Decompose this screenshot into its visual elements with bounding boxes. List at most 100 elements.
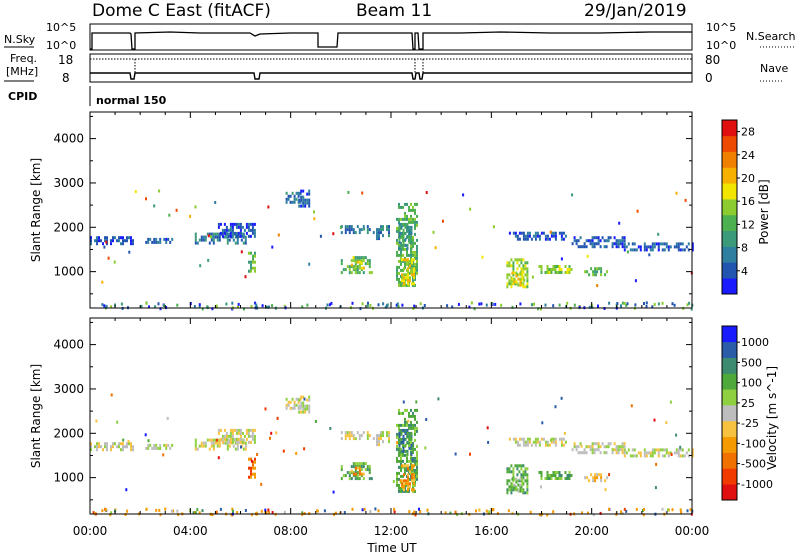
echo-cell — [299, 191, 302, 195]
echo-cell — [613, 442, 616, 446]
echo-cell — [254, 254, 256, 258]
echo-cell — [96, 448, 98, 452]
echo-cell — [517, 489, 520, 493]
echo-cell — [271, 245, 274, 249]
echo-cell — [643, 302, 645, 305]
echo-cell — [587, 445, 590, 449]
echo-region — [145, 443, 174, 450]
echo-cell — [405, 258, 407, 262]
colorbar-frame — [721, 119, 738, 295]
echo-cell — [242, 232, 245, 236]
echo-cell — [404, 283, 406, 287]
echo-cell — [410, 240, 413, 244]
echo-cell — [410, 250, 412, 254]
echo-cell — [248, 457, 250, 461]
echo-cell — [462, 193, 465, 197]
echo-cell — [416, 220, 418, 224]
freq-label-2: [MHz] — [6, 65, 38, 78]
echo-cell — [398, 253, 400, 257]
echo-cell — [218, 438, 221, 442]
echo-cell — [308, 192, 311, 196]
echo-cell — [408, 228, 411, 232]
echo-cell — [615, 451, 618, 455]
echo-cell — [560, 271, 563, 274]
y-tick-label: 3000 — [53, 382, 84, 396]
echo-cell — [512, 437, 515, 441]
echo-cell — [623, 445, 626, 449]
echo-cell — [416, 271, 418, 275]
echo-cell — [364, 256, 367, 260]
echo-cell — [231, 428, 234, 432]
echo-cell — [649, 248, 652, 252]
echo-cell — [368, 434, 371, 438]
echo-cell — [568, 268, 571, 271]
echo-cell — [350, 465, 353, 469]
echo-cell — [398, 408, 400, 412]
echo-cell — [413, 488, 415, 492]
echo-cell — [245, 222, 248, 226]
echo-cell — [544, 237, 547, 241]
echo-cell — [127, 439, 130, 443]
echo-cell — [249, 434, 252, 438]
echo-cell — [630, 404, 633, 408]
x-tick-label: 00:00 — [73, 524, 108, 538]
echo-cell — [300, 395, 303, 399]
echo-cell — [623, 507, 626, 511]
echo-cell — [396, 229, 398, 233]
echo-cell — [358, 260, 361, 264]
echo-cell — [366, 262, 369, 266]
echo-cell — [411, 267, 413, 271]
echo-cell — [253, 222, 256, 226]
echo-cell — [402, 474, 404, 478]
echo-cell — [104, 442, 106, 446]
echo-cell — [406, 431, 409, 435]
echo-cell — [303, 397, 306, 401]
echo-cell — [554, 265, 557, 268]
echo-cell — [122, 236, 124, 240]
echo-cell — [208, 241, 211, 245]
echo-cell — [360, 256, 363, 260]
echo-cell — [408, 411, 410, 415]
echo-cell — [342, 474, 345, 478]
colorbar-tick-label: 20 — [741, 172, 755, 185]
echo-cell — [212, 235, 215, 239]
echo-cell — [153, 240, 156, 244]
echo-cell — [408, 489, 410, 493]
echo-cell — [382, 440, 384, 444]
echo-cell — [210, 441, 213, 445]
echo-cell — [221, 437, 224, 441]
echo-cell — [236, 511, 239, 515]
echo-cell — [521, 489, 524, 493]
echo-cell — [270, 431, 273, 435]
echo-cell — [346, 265, 349, 269]
echo-region — [340, 256, 373, 275]
echo-cell — [298, 198, 301, 202]
echo-cell — [118, 236, 120, 240]
echo-cell — [250, 513, 253, 517]
echo-cell — [376, 237, 378, 241]
echo-cell — [236, 447, 239, 451]
echo-cell — [661, 242, 664, 246]
echo-cell — [340, 465, 343, 469]
echo-cell — [228, 232, 231, 236]
colorbar-segment — [722, 436, 737, 453]
echo-cell — [104, 239, 106, 243]
echo-cell — [649, 245, 652, 249]
echo-cell — [516, 443, 519, 447]
echo-cell — [200, 444, 203, 448]
echo-cell — [239, 231, 242, 235]
echo-cell — [510, 279, 513, 283]
echo-cell — [163, 304, 166, 307]
y-tick-label: 3000 — [53, 176, 84, 190]
echo-cell — [512, 473, 515, 477]
echo-cell — [621, 448, 624, 452]
echo-cell — [244, 447, 247, 451]
echo-cell — [267, 205, 270, 209]
echo-cell — [410, 434, 413, 438]
velocity-colorbar-label: Velocity [m s^-1] — [765, 366, 779, 470]
echo-cell — [540, 513, 542, 517]
echo-cell — [604, 273, 607, 277]
echo-cell — [241, 225, 244, 229]
echo-cell — [554, 477, 557, 480]
